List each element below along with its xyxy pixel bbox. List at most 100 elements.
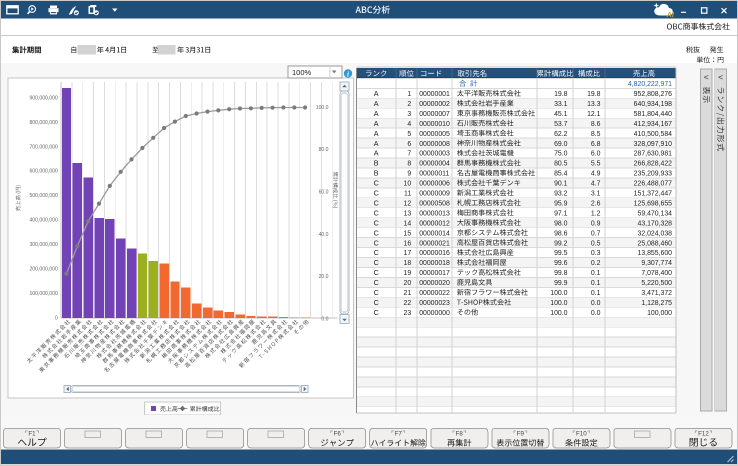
svg-text:5.5: 5.5 [591,161,601,168]
svg-text:C: C [374,198,379,207]
svg-text:6: 6 [407,141,411,148]
svg-text:1: 1 [407,91,411,98]
svg-text:0.1: 0.1 [591,270,601,277]
svg-text:125,698,655: 125,698,655 [634,200,672,207]
svg-text:C: C [374,208,379,217]
svg-text:10: 10 [404,181,412,188]
svg-text:9,307,774: 9,307,774 [641,260,672,267]
svg-text:13.3: 13.3 [587,101,601,108]
svg-text:500,000,000: 500,000,000 [29,193,57,199]
svg-text:62.2: 62.2 [554,131,568,138]
svg-text:0.3: 0.3 [591,250,601,257]
svg-text:13,855,600: 13,855,600 [638,250,673,257]
svg-text:00000005: 00000005 [419,131,450,138]
svg-text:952,808,276: 952,808,276 [634,91,672,98]
svg-text:20: 20 [404,280,412,287]
svg-text:12: 12 [404,200,412,207]
svg-text:7,078,400: 7,078,400 [641,270,672,277]
svg-text:100.0: 100.0 [550,290,567,297]
svg-text:99.5: 99.5 [554,250,568,257]
svg-text:328,097,910: 328,097,910 [634,141,672,148]
svg-text:23: 23 [404,310,412,317]
svg-text:A: A [374,99,379,108]
svg-text:95.9: 95.9 [554,200,568,207]
svg-text:0.0: 0.0 [591,310,601,317]
svg-text:151,372,447: 151,372,447 [634,191,672,198]
svg-text:75.0: 75.0 [554,151,568,158]
svg-text:7: 7 [407,151,411,158]
svg-text:C: C [374,308,379,317]
svg-text:00000008: 00000008 [419,141,450,148]
svg-text:0.9: 0.9 [591,220,601,227]
svg-text:F1: F1 [28,431,36,438]
svg-text:22: 22 [404,300,412,307]
svg-text:8: 8 [407,161,411,168]
svg-text:0.7: 0.7 [591,230,601,237]
svg-text:11: 11 [404,191,411,198]
svg-text:700,000,000: 700,000,000 [29,144,57,150]
svg-text:00000010: 00000010 [419,121,450,128]
svg-text:0.0: 0.0 [591,300,601,307]
svg-text:640,934,198: 640,934,198 [634,101,672,108]
svg-text:266,828,422: 266,828,422 [634,161,672,168]
svg-text:3: 3 [407,111,411,118]
svg-text:8.6: 8.6 [591,121,601,128]
svg-text:C: C [374,189,379,198]
svg-text:00000012: 00000012 [419,220,450,227]
svg-text:14: 14 [404,220,412,227]
svg-text:19.8: 19.8 [587,91,601,98]
svg-text:00000001: 00000001 [419,91,450,98]
svg-text:C: C [374,179,379,188]
svg-text:6.8: 6.8 [591,141,601,148]
svg-text:1.2: 1.2 [591,210,601,217]
svg-text:1,128,275: 1,128,275 [641,300,672,307]
svg-text:18: 18 [404,260,412,267]
svg-text:100%: 100% [292,68,312,77]
svg-text:99.8: 99.8 [554,270,568,277]
svg-text:19.8: 19.8 [554,91,568,98]
svg-text:19: 19 [404,270,412,277]
svg-text:80.5: 80.5 [554,161,568,168]
svg-text:00000006: 00000006 [419,181,450,188]
svg-text:200,000,000: 200,000,000 [29,267,57,273]
svg-text:A: A [374,149,379,158]
svg-text:226,488,077: 226,488,077 [634,181,672,188]
svg-text:C: C [374,228,379,237]
svg-text:60.0: 60.0 [319,190,329,196]
svg-text:5: 5 [407,131,411,138]
svg-text:00000022: 00000022 [419,290,450,297]
svg-text:90.1: 90.1 [554,181,568,188]
svg-text:00000002: 00000002 [419,101,450,108]
svg-text:100,000,000: 100,000,000 [29,291,57,297]
svg-text:581,804,440: 581,804,440 [634,111,672,118]
svg-text:C: C [374,268,379,277]
svg-text:100.0: 100.0 [550,310,567,317]
svg-text:F9: F9 [517,431,525,438]
svg-text:4: 4 [407,121,411,128]
svg-text:00000016: 00000016 [419,250,450,257]
svg-text:99.9: 99.9 [554,280,568,287]
svg-text:4,820,222,971: 4,820,222,971 [628,81,672,88]
svg-text:i: i [347,70,349,78]
svg-text:F7: F7 [395,431,403,438]
svg-text:21: 21 [404,290,412,297]
svg-text:600,000,000: 600,000,000 [29,169,57,175]
svg-text:69.0: 69.0 [554,141,568,148]
svg-text:33.1: 33.1 [554,101,568,108]
svg-text:00000004: 00000004 [419,161,450,168]
svg-text:100,000: 100,000 [647,310,672,317]
svg-text:00000000: 00000000 [419,310,450,317]
svg-text:4.9: 4.9 [591,171,601,178]
svg-text:412,934,167: 412,934,167 [634,121,672,128]
svg-text:A: A [374,89,379,98]
svg-text:4.7: 4.7 [591,181,601,188]
svg-text:410,500,584: 410,500,584 [634,131,672,138]
svg-text:32,024,038: 32,024,038 [638,230,673,237]
svg-text:A: A [374,109,379,118]
svg-text:<: < [704,72,709,82]
svg-text:15: 15 [404,230,412,237]
svg-text:C: C [374,258,379,267]
svg-text:00000011: 00000011 [419,171,449,178]
svg-text:2: 2 [407,101,411,108]
svg-text:A: A [374,139,379,148]
